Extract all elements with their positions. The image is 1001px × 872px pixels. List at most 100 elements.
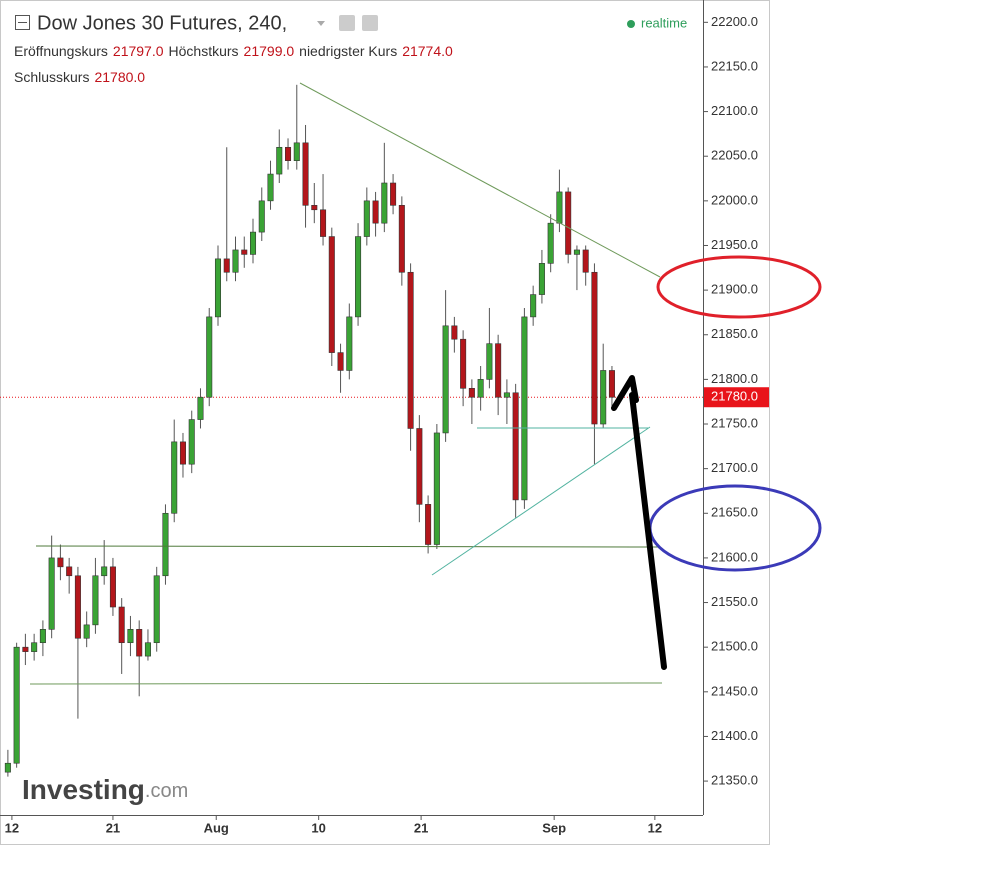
candle-body	[302, 142, 309, 206]
y-tick-label: 22100.0	[711, 103, 758, 118]
candle-body	[328, 236, 335, 353]
candle-body	[83, 624, 90, 639]
candle-body	[311, 205, 318, 211]
x-tick-label: 12	[5, 820, 19, 835]
ohlc-value: 21799.0	[244, 43, 295, 59]
candle-body	[565, 191, 572, 255]
dropdown-icon[interactable]	[317, 21, 325, 26]
y-tick-label: 21950.0	[711, 237, 758, 252]
candle-body	[144, 642, 151, 657]
ohlc-row: Schlusskurs 21780.0	[14, 69, 145, 85]
candle-body	[92, 575, 99, 626]
candle-body	[22, 646, 29, 652]
x-tick-label: 10	[311, 820, 325, 835]
candle-body	[188, 419, 195, 465]
trend-line	[29, 682, 663, 685]
candle-body	[573, 249, 580, 255]
candle-body	[477, 379, 484, 398]
y-tick-label: 22000.0	[711, 192, 758, 207]
y-tick-label: 21800.0	[711, 371, 758, 386]
trend-line	[431, 426, 651, 576]
ohlc-name: Höchstkurs	[169, 43, 239, 59]
candle-body	[39, 629, 46, 644]
y-tick-label: 21900.0	[711, 282, 758, 297]
y-tick-label: 21450.0	[711, 683, 758, 698]
ohlc-name: Schlusskurs	[14, 69, 89, 85]
candle-body	[232, 249, 239, 273]
logo: Investing.com	[22, 774, 188, 805]
y-tick-label: 22200.0	[711, 14, 758, 29]
candle-body	[241, 249, 248, 255]
arrow-shaft	[629, 392, 667, 670]
candle-body	[13, 646, 20, 764]
candle-body	[258, 200, 265, 233]
candle-body	[276, 146, 283, 175]
candle-body	[538, 263, 545, 295]
candle-body	[118, 606, 125, 644]
x-tick-label: 21	[106, 820, 120, 835]
y-tick-label: 21400.0	[711, 728, 758, 743]
candle-body	[600, 370, 607, 425]
candle-body	[425, 504, 432, 545]
candle-body	[127, 629, 134, 644]
candle-body	[355, 236, 362, 318]
x-tick-label: Aug	[204, 820, 229, 835]
candle-body	[390, 182, 397, 206]
candle-body	[66, 566, 73, 577]
ohlc-name: niedrigster Kurs	[299, 43, 397, 59]
y-tick-label: 21700.0	[711, 460, 758, 475]
candle-body	[521, 316, 528, 501]
ohlc-value: 21780.0	[94, 69, 145, 85]
candle-body	[109, 566, 116, 608]
candle-body	[582, 249, 589, 273]
y-tick-label: 22050.0	[711, 148, 758, 163]
y-tick-label: 21850.0	[711, 326, 758, 341]
candle-body	[223, 258, 230, 273]
candle-body	[101, 566, 108, 577]
candle-body	[31, 642, 38, 652]
candle-body	[206, 316, 213, 398]
candle-body	[285, 146, 292, 161]
red-ellipse	[656, 255, 822, 319]
candle-body	[171, 441, 178, 514]
logo-suffix: .com	[145, 780, 188, 802]
candle-body	[74, 575, 81, 639]
candle-body	[556, 191, 563, 224]
trend-line	[35, 545, 661, 548]
last-price-label: 21780.0	[711, 389, 758, 404]
chart-title: Dow Jones 30 Futures, 240,	[37, 12, 287, 34]
arrow	[611, 375, 667, 670]
candle-body	[372, 200, 379, 224]
candle-body	[547, 222, 554, 264]
candle-body	[4, 762, 11, 773]
ohlc-legend: Eröffnungskurs 21797.0 Höchstkurs 21799.0 ni…	[14, 43, 453, 85]
y-tick-label: 21750.0	[711, 415, 758, 430]
ohlc-value: 21797.0	[113, 43, 164, 59]
candle-body	[512, 392, 519, 501]
candle-body	[468, 388, 475, 398]
ohlc-value: 21774.0	[402, 43, 453, 59]
gear-icon[interactable]	[362, 15, 378, 31]
ohlc-row: Eröffnungskurs 21797.0 Höchstkurs 21799.0 ni…	[14, 43, 453, 59]
candle-body	[337, 352, 344, 371]
candle-body	[320, 209, 327, 237]
candle-body	[249, 231, 257, 255]
candle-body	[153, 575, 160, 644]
plot-area	[0, 84, 703, 777]
candle-body	[460, 338, 467, 389]
status-dot	[627, 20, 635, 28]
candle-body	[48, 557, 55, 630]
candle-body	[214, 258, 222, 318]
candle-body	[503, 392, 510, 398]
candle-body	[346, 316, 353, 371]
trend-lines	[29, 82, 663, 685]
candle-body	[363, 200, 370, 237]
y-tick-label: 22150.0	[711, 58, 758, 73]
x-tick-label: 12	[648, 820, 662, 835]
settings-icon[interactable]	[339, 15, 355, 31]
candle-body	[442, 325, 449, 434]
candle-body	[267, 173, 274, 202]
chart-frame	[0, 0, 770, 845]
